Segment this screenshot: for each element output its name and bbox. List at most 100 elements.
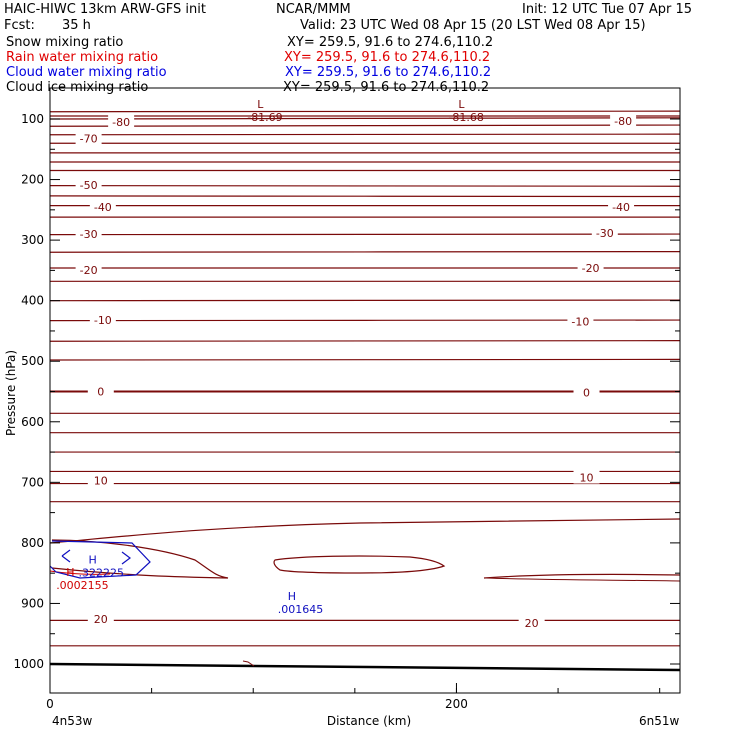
temperature-contour--80: [49, 117, 681, 120]
extremum-marker: H: [66, 566, 74, 579]
contour-label-bg: [75, 131, 102, 145]
temperature-contour-line10: [49, 195, 681, 198]
contour-label-bg: [518, 615, 545, 629]
contour-label-bg: [87, 384, 114, 398]
y-tick-label-1000: 1000: [13, 657, 44, 671]
contour-lower-inversion: [49, 518, 681, 544]
y-tick-label-700: 700: [21, 475, 44, 489]
y-tick-label-200: 200: [21, 173, 44, 187]
cloud-water-chevron-right: [121, 551, 131, 565]
contour-label: 10: [580, 471, 594, 484]
field-name-snow: Snow mixing ratio: [6, 35, 124, 50]
y-tick-label-100: 100: [21, 112, 44, 126]
y-tick-label-500: 500: [21, 354, 44, 368]
contour-label-bg: [573, 385, 600, 399]
contour-right-lower-2: [485, 577, 681, 582]
endpoint-left: 4n53w: [52, 714, 93, 728]
contour-label-bg: [573, 470, 600, 484]
temperature-contour-line20: [49, 358, 681, 361]
extremum-value: -81.68: [448, 111, 483, 124]
extremum-value: .0002155: [56, 579, 109, 592]
contour-label-bg: [89, 199, 116, 213]
contour-label: 20: [94, 613, 108, 626]
contour-label-bg: [108, 115, 135, 129]
temperature-contour--50: [49, 185, 681, 187]
contour-label: -10: [571, 315, 589, 328]
x-tick-label-0: 0: [46, 697, 54, 711]
contour-label: -70: [80, 132, 98, 145]
x-axis-title: Distance (km): [327, 714, 411, 728]
contour-label: 0: [583, 387, 590, 400]
contour-label-bg: [87, 612, 114, 626]
contour-label-bg: [610, 113, 637, 127]
extremum-marker: L: [257, 98, 264, 111]
contour-label-bg: [75, 262, 102, 276]
x-tick-label-200: 200: [445, 697, 468, 711]
field-name-cloud-water: Cloud water mixing ratio: [6, 65, 167, 80]
contour-label-bg: [89, 313, 116, 327]
contour-label-bg: [75, 178, 102, 192]
contour-label: -80: [614, 115, 632, 128]
contour-label: -80: [112, 116, 130, 129]
y-tick-label-400: 400: [21, 294, 44, 308]
contour-label: -40: [612, 201, 630, 214]
temperature-contour-line2: [49, 110, 681, 113]
contour-label: -50: [80, 179, 98, 192]
y-tick-label-600: 600: [21, 415, 44, 429]
field-name-rain: Rain water mixing ratio: [6, 50, 159, 65]
cloud-water-chevron-left: [61, 549, 71, 563]
extremum-marker: H: [89, 553, 97, 566]
temperature-contour--10: [49, 319, 681, 322]
field-xy-rain: XY= 259.5, 91.6 to 274.6,110.2: [284, 50, 491, 65]
temperature-contour-line19: [49, 340, 681, 342]
extremum-value: -81.69: [247, 111, 282, 124]
temperature-contours: [49, 110, 681, 647]
y-tick-label-900: 900: [21, 596, 44, 610]
contour-right-lower: [483, 573, 681, 579]
contour-label: -10: [94, 314, 112, 327]
forecast-label: Fcst:: [4, 18, 35, 33]
extremum-marker: H: [288, 590, 296, 603]
extremum-value: .001645: [278, 603, 324, 616]
cloud-water-contour: [49, 540, 151, 579]
temperature-contour-line14: [49, 251, 681, 253]
contour-label: -30: [596, 227, 614, 240]
contour-label-bg: [75, 227, 102, 241]
org-label: NCAR/MMM: [276, 2, 351, 17]
contour-label: -40: [94, 201, 112, 214]
extremum-marker: L: [458, 98, 465, 111]
contour-center-cell: [273, 555, 446, 574]
terrain-surface: [49, 662, 681, 672]
plot-title: HAIC-HIWC 13km ARW-GFS init: [4, 2, 206, 17]
extremum-value: .322225: [79, 566, 125, 579]
y-tick-label-300: 300: [21, 233, 44, 247]
cloud-features: [49, 518, 681, 672]
contour-labels: -80 -80 -70 -50 -40 -40 -30 -30 -20 -20 -10 -10 0 0 10…: [75, 113, 637, 630]
temperature-contour--30: [49, 233, 681, 236]
contour-label: -20: [582, 262, 600, 275]
contour-label-bg: [591, 225, 618, 239]
field-xy-cloud-water: XY= 259.5, 91.6 to 274.6,110.2: [285, 65, 492, 80]
valid-time: Valid: 23 UTC Wed 08 Apr 15 (20 LST Wed …: [300, 18, 646, 33]
terrain-contour-fragment: [242, 660, 255, 667]
contour-label-bg: [608, 199, 635, 213]
contour-label: -30: [80, 228, 98, 241]
endpoint-right: 6n51w: [639, 714, 680, 728]
forecast-hour: 35 h: [62, 18, 91, 33]
contour-label: 10: [94, 475, 108, 488]
temperature-contour-line3: [49, 124, 681, 127]
field-xy-snow: XY= 259.5, 91.6 to 274.6,110.2: [287, 35, 494, 50]
temperature-contour-line17: [49, 299, 681, 302]
temperature-contour--70: [49, 133, 681, 136]
init-time: Init: 12 UTC Tue 07 Apr 15: [522, 2, 693, 17]
plot-frame: [49, 87, 681, 694]
contour-label: -20: [80, 264, 98, 277]
contour-label-bg: [87, 473, 114, 487]
y-axis-title: Pressure (hPa): [4, 350, 18, 436]
contour-label-bg: [567, 314, 594, 328]
contour-label-bg: [577, 260, 604, 274]
contour-label: 20: [525, 617, 539, 630]
